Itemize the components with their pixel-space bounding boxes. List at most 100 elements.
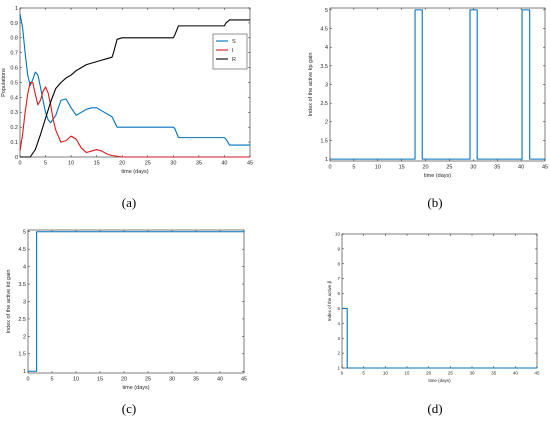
x-tick-label: 40 xyxy=(513,371,519,376)
y-tick-label: 1 xyxy=(337,366,340,371)
y-tick-label: 4 xyxy=(337,321,340,326)
y-tick-label: 9 xyxy=(337,246,340,251)
x-tick-label: 45 xyxy=(534,371,540,376)
legend-label: I xyxy=(232,48,234,54)
caption-a: (a) xyxy=(121,195,137,210)
x-tick-label: 35 xyxy=(196,161,202,167)
y-tick-label: 1 xyxy=(23,369,26,375)
x-tick-label: 0 xyxy=(328,165,331,171)
y-axis-label: Populations xyxy=(1,68,7,97)
y-tick-label: 5 xyxy=(23,230,26,236)
y-tick-label: 0 xyxy=(15,155,18,161)
x-axis-label: time (days) xyxy=(424,173,451,179)
y-tick-label: 0.7 xyxy=(10,51,18,57)
series-line-i xyxy=(19,81,250,158)
x-tick-label: 10 xyxy=(383,371,389,376)
chart-a: 0 5 10 15 20 25 30 35 40 45 0 0.1 0.2 0.3 0.4 0.5 0.6 0.7… xyxy=(1,6,253,175)
y-axis-label: Index of the active kd gain xyxy=(6,270,12,334)
x-tick-label: 45 xyxy=(542,165,548,171)
x-tick-label: 40 xyxy=(518,165,524,171)
y-tick-label: 1.5 xyxy=(320,138,328,144)
x-axis-label: time (days) xyxy=(428,378,451,383)
x-axis-label: time (days) xyxy=(121,169,148,175)
y-tick-label: 2.5 xyxy=(320,101,328,107)
x-tick-label: 5 xyxy=(352,165,355,171)
x-tick-label: 25 xyxy=(145,377,151,383)
legend-box xyxy=(212,33,248,70)
y-tick-label: 3.5 xyxy=(320,64,328,70)
x-tick-label: 35 xyxy=(193,377,199,383)
x-tick-label: 30 xyxy=(169,377,175,383)
y-axis-label: Index of the active β xyxy=(327,280,332,321)
y-tick-label: 1 xyxy=(325,157,328,163)
y-tick-label: 0.5 xyxy=(10,80,18,86)
x-tick-label: 45 xyxy=(241,377,247,383)
x-tick-label: 20 xyxy=(119,161,125,167)
x-tick-label: 15 xyxy=(94,161,100,167)
y-tick-label: 2 xyxy=(325,120,328,126)
x-tick-label: 10 xyxy=(375,165,381,171)
y-tick-label: 0.1 xyxy=(10,140,18,146)
y-tick-label: 6 xyxy=(337,291,340,296)
y-tick-label: 2 xyxy=(23,334,26,340)
x-tick-label: 0 xyxy=(18,161,21,167)
y-tick-label: 0.3 xyxy=(10,110,18,116)
caption-c: (c) xyxy=(121,401,137,416)
y-tick-label: 1.5 xyxy=(18,352,26,358)
caption-d: (d) xyxy=(427,401,443,416)
y-tick-label: 0.9 xyxy=(10,21,18,27)
y-tick-label: 0.6 xyxy=(10,66,18,72)
plot-area xyxy=(27,229,245,374)
plot-area xyxy=(19,7,251,158)
y-tick-label: 0.8 xyxy=(10,36,18,42)
y-tick-label: 1 xyxy=(15,6,18,12)
series-line xyxy=(28,231,244,372)
x-tick-label: 0 xyxy=(26,377,29,383)
x-tick-label: 25 xyxy=(446,165,452,171)
x-tick-label: 25 xyxy=(448,371,454,376)
x-axis-label: time (days) xyxy=(122,385,149,391)
y-tick-label: 7 xyxy=(337,276,340,281)
x-tick-label: 5 xyxy=(362,371,365,376)
y-tick-label: 3 xyxy=(325,82,328,88)
x-tick-label: 20 xyxy=(121,377,127,383)
x-tick-label: 0 xyxy=(341,371,344,376)
y-tick-label: 2.5 xyxy=(18,317,26,323)
x-tick-label: 30 xyxy=(469,371,475,376)
chart-b: 0 5 10 15 20 25 30 35 40 45 1 1.5 2 2.5 3 3.5 4 4.5 5 time … xyxy=(308,7,548,179)
y-tick-label: 4.5 xyxy=(18,247,26,253)
x-tick-label: 20 xyxy=(422,165,428,171)
series-line xyxy=(330,9,545,160)
x-tick-label: 10 xyxy=(68,161,74,167)
y-tick-label: 8 xyxy=(337,261,340,266)
y-tick-label: 2 xyxy=(337,351,340,356)
x-tick-label: 10 xyxy=(73,377,79,383)
x-tick-label: 35 xyxy=(494,165,500,171)
y-tick-label: 0.2 xyxy=(10,125,18,131)
x-tick-label: 15 xyxy=(97,377,103,383)
x-tick-label: 15 xyxy=(399,165,405,171)
y-tick-label: 3 xyxy=(23,299,26,305)
x-tick-label: 5 xyxy=(50,377,53,383)
caption-b: (b) xyxy=(427,195,443,210)
y-tick-label: 10 xyxy=(335,232,341,237)
y-tick-label: 3.5 xyxy=(18,282,26,288)
legend-label: R xyxy=(232,57,236,63)
plot-area xyxy=(329,7,546,162)
legend-label: S xyxy=(232,39,236,45)
y-tick-label: 4 xyxy=(23,265,26,271)
x-tick-label: 25 xyxy=(145,161,151,167)
series-line-s xyxy=(19,13,250,146)
y-axis-label: Index of the active kp gain xyxy=(308,53,314,117)
x-tick-label: 20 xyxy=(426,371,432,376)
x-tick-label: 30 xyxy=(470,165,476,171)
series-line-r xyxy=(20,19,250,158)
y-tick-label: 3 xyxy=(337,336,340,341)
x-tick-label: 40 xyxy=(217,377,223,383)
y-tick-label: 4.5 xyxy=(320,26,328,32)
x-tick-label: 30 xyxy=(170,161,176,167)
x-tick-label: 5 xyxy=(44,161,47,167)
x-tick-label: 35 xyxy=(491,371,497,376)
x-tick-label: 45 xyxy=(247,161,253,167)
